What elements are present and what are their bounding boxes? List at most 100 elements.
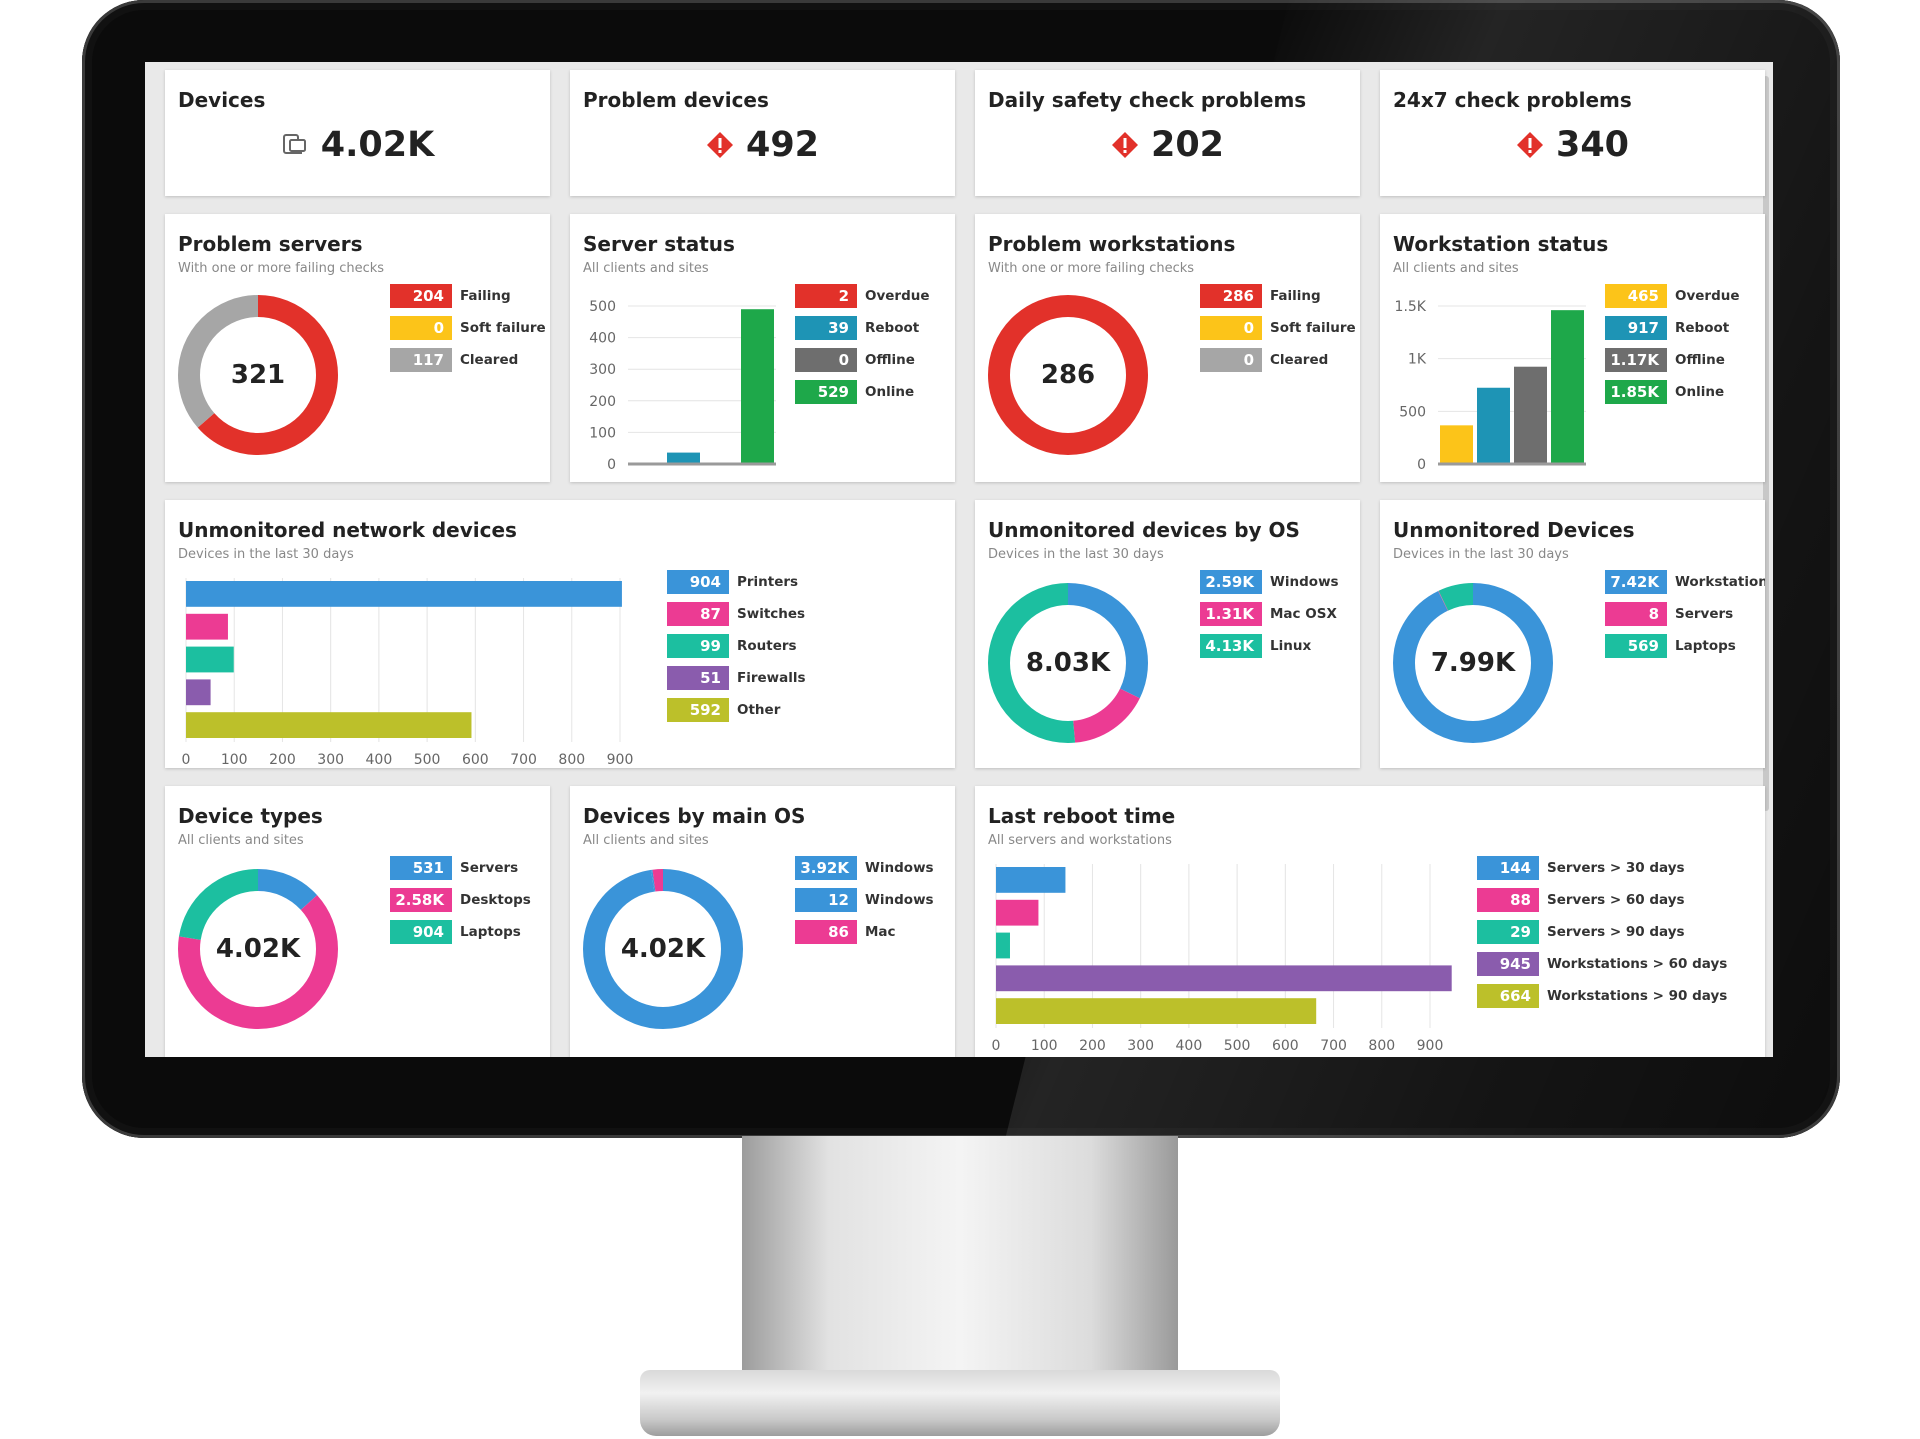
bar[interactable] bbox=[186, 613, 228, 640]
legend-item[interactable]: 3.92K Windows bbox=[795, 856, 934, 880]
problem-workstations-card[interactable]: Problem workstations With one or more fa… bbox=[975, 214, 1360, 482]
last-reboot-bar-chart[interactable]: 0 100 200 300 400 500 600 700 800 900 bbox=[975, 856, 1475, 1051]
bar[interactable] bbox=[741, 309, 774, 464]
legend-item[interactable]: 0 Soft failure bbox=[390, 316, 546, 340]
y-tick-label: 500 bbox=[589, 299, 616, 315]
legend-item[interactable]: 1.31K Mac OSX bbox=[1200, 602, 1337, 626]
legend-item[interactable]: 569 Laptops bbox=[1605, 634, 1736, 658]
legend-item[interactable]: 7.42K Workstations bbox=[1605, 570, 1765, 594]
daily-safety-card[interactable]: Daily safety check problems 202 bbox=[975, 70, 1360, 196]
legend-item[interactable]: 531 Servers bbox=[390, 856, 518, 880]
problem-devices-card[interactable]: Problem devices 492 bbox=[570, 70, 955, 196]
legend-label: Reboot bbox=[865, 320, 920, 336]
card-subtitle: All clients and sites bbox=[583, 261, 709, 276]
legend-item[interactable]: 99 Routers bbox=[667, 634, 797, 658]
card-title: Daily safety check problems bbox=[988, 88, 1307, 112]
legend-value: 86 bbox=[795, 920, 857, 944]
legend-label: Laptops bbox=[1675, 638, 1736, 654]
legend-item[interactable]: 51 Firewalls bbox=[667, 666, 806, 690]
bar[interactable] bbox=[996, 867, 1066, 893]
y-tick-label: 300 bbox=[589, 362, 616, 378]
device-types-card[interactable]: Device types All clients and sites 4.02K… bbox=[165, 786, 550, 1057]
legend-item[interactable]: 1.17K Offline bbox=[1605, 348, 1725, 372]
unmonitored-network-card[interactable]: Unmonitored network devices Devices in t… bbox=[165, 500, 955, 768]
workstation-status-card[interactable]: Workstation status All clients and sites… bbox=[1380, 214, 1765, 482]
donut-slice[interactable] bbox=[178, 295, 338, 455]
problem-servers-card[interactable]: Problem servers With one or more failing… bbox=[165, 214, 550, 482]
legend-item[interactable]: 87 Switches bbox=[667, 602, 805, 626]
vertical-scrollbar[interactable] bbox=[1763, 76, 1769, 811]
bar[interactable] bbox=[186, 712, 472, 738]
legend-item[interactable]: 1.85K Online bbox=[1605, 380, 1724, 404]
bar[interactable] bbox=[1440, 425, 1473, 464]
legend-label: Other bbox=[737, 702, 781, 718]
donut-slice[interactable] bbox=[1393, 583, 1553, 743]
bar[interactable] bbox=[996, 932, 1010, 959]
monitor-stand bbox=[742, 1136, 1178, 1376]
server-status-card[interactable]: Server status All clients and sites 500 4… bbox=[570, 214, 955, 482]
bar[interactable] bbox=[996, 965, 1452, 992]
bar[interactable] bbox=[996, 998, 1317, 1024]
unmonitored-os-card[interactable]: Unmonitored devices by OS Devices in the… bbox=[975, 500, 1360, 768]
bar[interactable] bbox=[186, 646, 234, 673]
legend-item[interactable]: 592 Other bbox=[667, 698, 780, 722]
unmonitored-devices-card[interactable]: Unmonitored Devices Devices in the last … bbox=[1380, 500, 1765, 768]
legend-item[interactable]: 286 Failing bbox=[1200, 284, 1321, 308]
legend-item[interactable]: 29 Servers > 90 days bbox=[1477, 920, 1685, 944]
legend-item[interactable]: 117 Cleared bbox=[390, 348, 518, 372]
legend-item[interactable]: 144 Servers > 30 days bbox=[1477, 856, 1685, 880]
legend-item[interactable]: 0 Cleared bbox=[1200, 348, 1328, 372]
bar[interactable] bbox=[186, 581, 622, 607]
legend-item[interactable]: 664 Workstations > 90 days bbox=[1477, 984, 1727, 1008]
legend-label: Reboot bbox=[1675, 320, 1730, 336]
donut-slice[interactable] bbox=[988, 295, 1148, 455]
card-subtitle: All clients and sites bbox=[1393, 261, 1519, 276]
legend-item[interactable]: 88 Servers > 60 days bbox=[1477, 888, 1685, 912]
legend-item[interactable]: 465 Overdue bbox=[1605, 284, 1740, 308]
legend-item[interactable]: 0 Soft failure bbox=[1200, 316, 1356, 340]
bar[interactable] bbox=[1551, 310, 1584, 464]
legend-item[interactable]: 2 Overdue bbox=[795, 284, 930, 308]
legend-item[interactable]: 904 Laptops bbox=[390, 920, 521, 944]
legend-item[interactable]: 917 Reboot bbox=[1605, 316, 1729, 340]
bar[interactable] bbox=[186, 679, 211, 706]
legend-item[interactable]: 0 Offline bbox=[795, 348, 915, 372]
legend-item[interactable]: 2.59K Windows bbox=[1200, 570, 1339, 594]
server-status-bar-chart[interactable]: 500 400 300 200 100 0 bbox=[570, 284, 790, 474]
bar[interactable] bbox=[667, 452, 700, 464]
legend-item[interactable]: 204 Failing bbox=[390, 284, 511, 308]
donut-slice[interactable] bbox=[988, 583, 1148, 743]
unmonitored-os-donut[interactable]: 8.03K bbox=[987, 582, 1149, 744]
legend-item[interactable]: 12 Windows bbox=[795, 888, 934, 912]
problem-workstations-donut[interactable]: 286 bbox=[987, 294, 1149, 456]
legend-item[interactable]: 904 Printers bbox=[667, 570, 798, 594]
legend-label: Mac bbox=[865, 924, 896, 940]
donut-slice[interactable] bbox=[583, 869, 743, 1029]
donut-slice[interactable] bbox=[178, 869, 338, 1029]
last-reboot-card[interactable]: Last reboot time All servers and worksta… bbox=[975, 786, 1765, 1057]
unmonitored-network-bar-chart[interactable]: 0 100 200 300 400 500 600 700 800 900 bbox=[165, 570, 685, 765]
unmonitored-devices-donut[interactable]: 7.99K bbox=[1392, 582, 1554, 744]
legend-label: Servers bbox=[460, 860, 519, 876]
devices-main-os-card[interactable]: Devices by main OS All clients and sites… bbox=[570, 786, 955, 1057]
check-24x7-card[interactable]: 24x7 check problems 340 bbox=[1380, 70, 1765, 196]
bar[interactable] bbox=[996, 899, 1039, 926]
problem-servers-donut[interactable]: 321 bbox=[177, 294, 339, 456]
legend-item[interactable]: 529 Online bbox=[795, 380, 914, 404]
legend-item[interactable]: 2.58K Desktops bbox=[390, 888, 531, 912]
bar[interactable] bbox=[1477, 387, 1510, 464]
devices-main-os-donut[interactable]: 4.02K bbox=[582, 868, 744, 1030]
workstation-status-bar-chart[interactable]: 1.5K 1K 500 0 bbox=[1380, 284, 1600, 474]
legend-value: 904 bbox=[390, 920, 452, 944]
device-types-donut[interactable]: 4.02K bbox=[177, 868, 339, 1030]
bar[interactable] bbox=[1514, 366, 1547, 464]
devices-card[interactable]: Devices 4.02K bbox=[165, 70, 550, 196]
legend-label: Servers > 30 days bbox=[1547, 860, 1685, 876]
donut-slice[interactable] bbox=[178, 869, 338, 1029]
legend-item[interactable]: 945 Workstations > 60 days bbox=[1477, 952, 1727, 976]
legend-item[interactable]: 39 Reboot bbox=[795, 316, 919, 340]
legend-item[interactable]: 86 Mac bbox=[795, 920, 896, 944]
card-title: Problem workstations bbox=[988, 232, 1236, 256]
legend-item[interactable]: 4.13K Linux bbox=[1200, 634, 1311, 658]
legend-item[interactable]: 8 Servers bbox=[1605, 602, 1733, 626]
